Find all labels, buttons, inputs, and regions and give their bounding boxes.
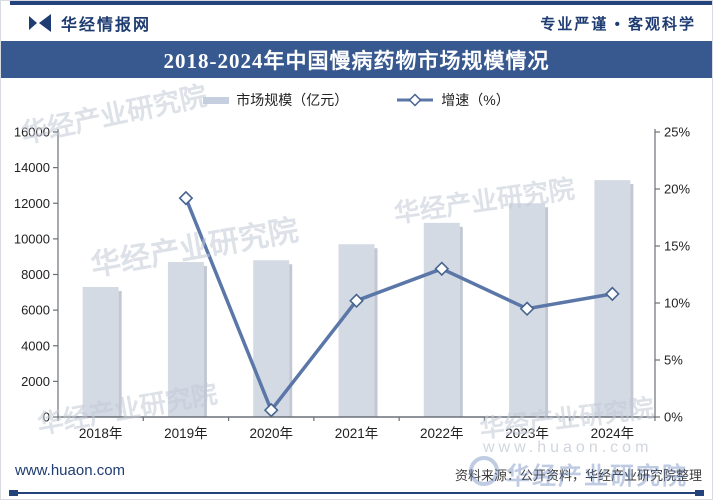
growth-line [184,196,615,412]
legend-bar-label: 市场规模（亿元） [236,92,349,108]
left-axis-tick-label: 2000 [21,374,50,389]
bar-shadow [630,184,634,417]
right-axis-tick-label: 25% [664,125,690,140]
growth-point-diamond [263,402,279,418]
x-axis-category-label: 2020年 [249,426,293,441]
top-accent-bar [10,1,712,5]
chart-svg: 0 2000 4000 6000 8000 10000 12000 14000 16000 0% 5… [14,125,691,442]
left-axis-tick-label: 6000 [21,303,50,318]
right-axis-tick-label: 5% [664,353,683,368]
header-slogan: 专业严谨 • 客观科学 [540,15,696,33]
growth-point-diamond [519,301,535,317]
bar-2020年 [253,260,290,417]
left-axis-tick-label: 10000 [14,231,50,246]
bar-2018年 [82,286,119,417]
x-axis-category-label: 2021年 [335,426,379,441]
legend-item-growth: 增速（%） [396,90,510,110]
bar-2021年 [338,244,375,417]
growth-point-diamond [349,293,364,309]
bar-shadow [545,207,549,417]
x-axis-category-label: 2023年 [505,426,549,441]
chart-area: 0 2000 4000 6000 8000 10000 12000 14000 16000 0% 5… [1,111,712,456]
left-axis-tick-label: 4000 [21,338,50,353]
brand: 华经情报网 [29,11,151,35]
chart-legend: 市场规模（亿元） 增速（%） [1,89,712,111]
header: 华经情报网 专业严谨 • 客观科学 [1,5,712,41]
title-banner: 2018-2024年中国慢病药物市场规模情况 [1,41,712,78]
chart-title: 2018-2024年中国慢病药物市场规模情况 [163,48,550,73]
right-axis-tick-label: 15% [664,239,690,254]
huajing-logo-icon [29,14,51,32]
footer-website: www.huaon.com [15,462,126,479]
bar-2019年 [167,262,204,417]
growth-point-diamond [434,261,450,277]
x-axis-category-label: 2018年 [79,426,123,441]
left-axis-tick-label: 8000 [21,267,50,282]
left-axis-tick-label: 0 [43,410,50,425]
growth-point-diamond [178,190,194,206]
left-axis-tick-label: 12000 [14,196,50,211]
legend-item-market-size: 市场规模（亿元） [203,90,348,110]
footer-source: 资料来源：公开资料，华经产业研究院整理 [454,468,702,483]
bar-shadow [203,266,207,417]
right-axis-tick-label: 10% [664,296,690,311]
bar-shadow [289,264,293,417]
bar-2022年 [423,222,460,417]
right-axis-tick-label: 20% [664,182,690,197]
bottom-divider [9,490,704,496]
bar-shadow [459,226,463,417]
x-axis-category-label: 2024年 [591,426,635,441]
left-axis-tick-label: 14000 [14,160,50,175]
bar-shadow [118,290,122,417]
right-axis-tick-label: 0% [664,410,683,425]
x-axis-category-label: 2022年 [420,426,464,441]
legend-line-label: 增速（%） [441,92,510,108]
bar-shadow [374,248,378,417]
bar-series-swatch [203,96,230,104]
x-axis-category-label: 2019年 [164,426,208,441]
left-axis-tick-label: 16000 [14,125,50,140]
site-name: 华经情报网 [61,17,152,34]
watermark-globe-icon [469,456,499,486]
line-series-swatch [397,93,434,107]
growth-point-diamond [605,286,620,302]
